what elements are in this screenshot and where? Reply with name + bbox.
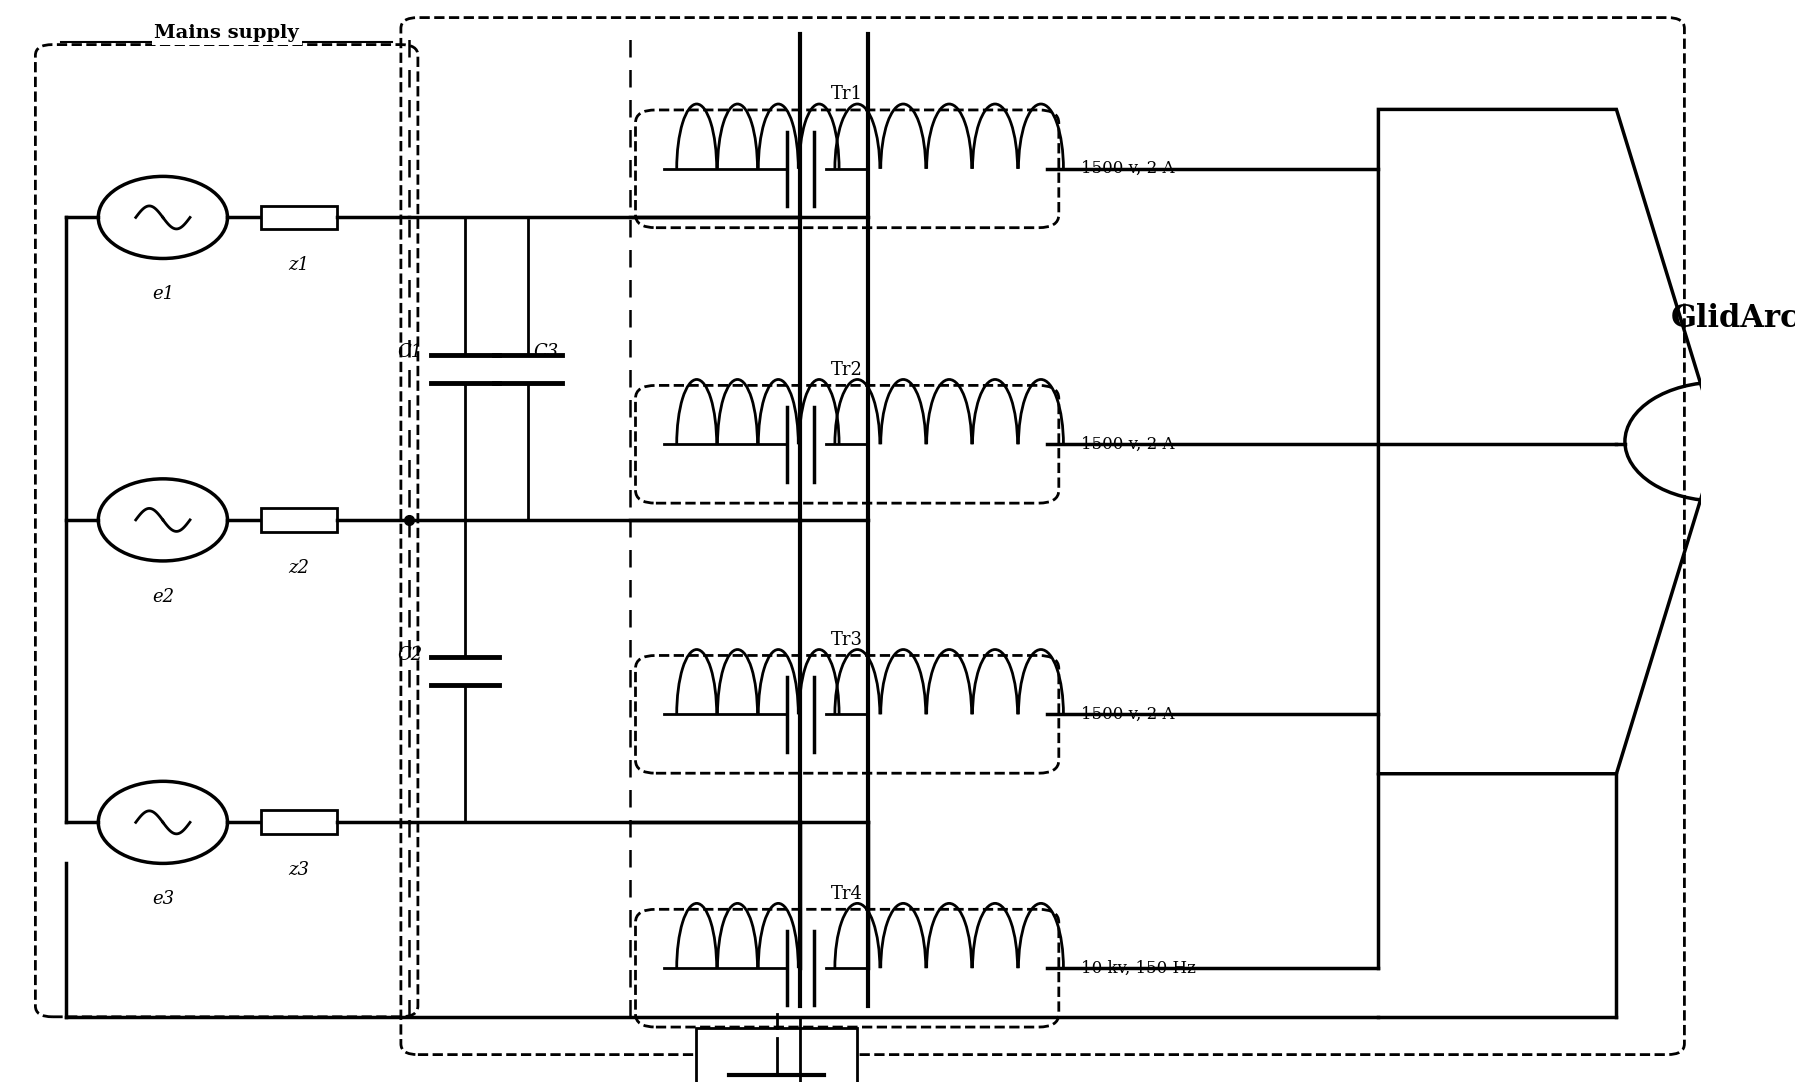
Bar: [260, 810, 337, 834]
Text: 1500 v, 2 A: 1500 v, 2 A: [1081, 160, 1174, 178]
Text: e1: e1: [153, 286, 174, 303]
Text: GlidArc: GlidArc: [1671, 302, 1795, 334]
Text: Tr2: Tr2: [831, 361, 863, 379]
Text: C3: C3: [533, 343, 558, 362]
Bar: [260, 508, 337, 532]
Text: Tr1: Tr1: [831, 86, 863, 104]
Text: C2: C2: [398, 645, 424, 664]
Text: Tr4: Tr4: [831, 885, 863, 903]
FancyBboxPatch shape: [635, 110, 1059, 227]
Text: z2: z2: [289, 559, 309, 577]
Text: z3: z3: [289, 861, 309, 879]
Text: Mains supply: Mains supply: [154, 25, 300, 42]
Text: 1500 v, 2 A: 1500 v, 2 A: [1081, 706, 1174, 722]
Bar: [696, 1028, 858, 1083]
FancyBboxPatch shape: [635, 910, 1059, 1027]
Text: C1: C1: [398, 343, 424, 362]
Text: Tr3: Tr3: [831, 631, 863, 649]
Text: z1: z1: [289, 257, 309, 274]
Text: 1500 v, 2 A: 1500 v, 2 A: [1081, 435, 1174, 453]
FancyBboxPatch shape: [635, 655, 1059, 773]
FancyBboxPatch shape: [635, 386, 1059, 504]
Bar: [260, 206, 337, 230]
Text: e2: e2: [153, 588, 174, 606]
Text: 10 kv, 150 Hz: 10 kv, 150 Hz: [1081, 960, 1195, 977]
Text: e3: e3: [153, 890, 174, 909]
